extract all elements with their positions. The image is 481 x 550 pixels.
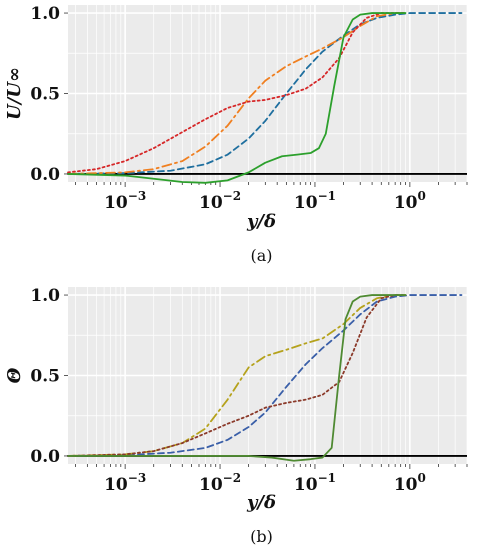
panel-b-caption: (b): [250, 527, 273, 546]
panel-b-x-axis-label: y/δ: [246, 492, 276, 513]
panel-b-y-tick-label: 0.5: [30, 367, 60, 387]
panel-a-series-line-0: [67, 12, 463, 175]
panel-b-series-line-2: [67, 294, 407, 457]
panel-a-x-tick-label: 10−2: [199, 189, 241, 213]
panel-a-x-tick-label: 10−3: [104, 189, 146, 213]
panel-b: 0.0 0.5 1.0 10−3 10−2 10−1 100 y/δ Θ (b): [4, 286, 468, 546]
panel-b-series-line-0: [67, 294, 463, 457]
panel-a-x-axis-label: y/δ: [246, 211, 276, 232]
panel-a-caption: (a): [250, 246, 272, 265]
panel-b-y-tick-label: 1.0: [30, 286, 60, 306]
panel-a-y-tick-label: 1.0: [30, 4, 60, 24]
panel-a-x-tick-label: 100: [394, 189, 426, 213]
panel-b-y-tick-label: 0.0: [30, 447, 60, 467]
panel-b-x-tick-label: 100: [394, 471, 426, 495]
panel-a-series-line-1: [67, 12, 407, 175]
panel-b-x-tick-label: 10−1: [294, 471, 336, 495]
panel-a-series-line-2: [67, 12, 407, 174]
panel-b-series-line-3: [67, 294, 407, 462]
panel-a-y-tick-label: 0.5: [30, 85, 60, 105]
panel-b-x-tick-label: 10−2: [199, 471, 241, 495]
panel-a-y-axis-label: U/U∞: [4, 67, 25, 120]
panel-b-y-axis-label: Θ: [4, 367, 25, 383]
panel-a-y-tick-label: 0.0: [30, 165, 60, 185]
panel-a-series-line-3: [67, 12, 407, 184]
panel-b-x-tick-label: 10−3: [104, 471, 146, 495]
panel-a-x-tick-label: 10−1: [294, 189, 336, 213]
panel-a: 0.0 0.5 1.0 10−3 10−2 10−1 100 y/δ U/U∞ (a): [4, 4, 468, 265]
